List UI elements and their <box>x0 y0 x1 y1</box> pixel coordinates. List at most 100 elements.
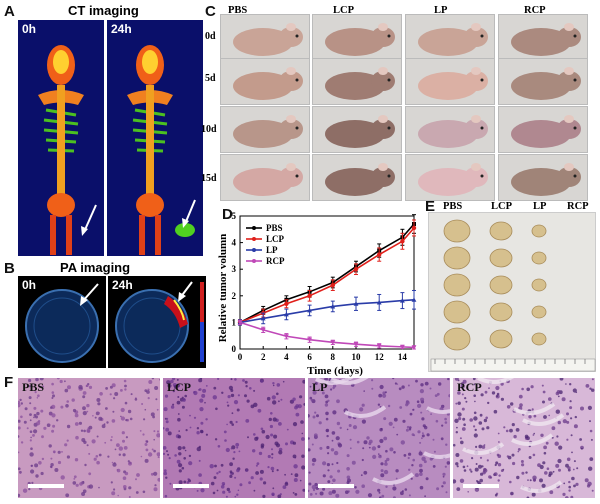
nucleus <box>326 434 329 438</box>
nucleus <box>521 471 525 475</box>
nucleus <box>276 392 279 396</box>
nucleus <box>29 439 32 442</box>
nucleus <box>106 421 109 424</box>
nucleus <box>118 446 124 451</box>
nucleus <box>80 429 84 432</box>
ct-time-24h: 24h <box>111 22 132 36</box>
nucleus <box>273 434 278 439</box>
x-tick-label: 10 <box>352 352 362 362</box>
nucleus <box>124 471 129 476</box>
tissue-gap <box>513 402 556 415</box>
pa-image-24h: 24h <box>108 276 206 368</box>
nucleus <box>562 492 566 496</box>
nucleus <box>156 433 160 438</box>
nucleus <box>165 476 168 479</box>
nucleus <box>497 432 500 435</box>
nucleus <box>557 395 560 398</box>
nucleus <box>60 405 64 409</box>
nucleus <box>459 437 462 440</box>
mouse-photo <box>405 58 495 105</box>
nucleus <box>573 424 578 429</box>
nucleus <box>581 447 583 450</box>
nucleus <box>324 394 329 399</box>
nucleus <box>141 403 144 405</box>
nucleus <box>166 450 168 453</box>
nucleus <box>34 463 39 468</box>
nucleus <box>372 454 377 459</box>
nucleus <box>198 459 201 462</box>
nucleus <box>79 482 83 486</box>
nucleus <box>261 429 266 434</box>
nucleus <box>469 468 472 471</box>
nucleus <box>557 420 561 425</box>
nucleus <box>563 482 566 485</box>
nucleus <box>153 487 158 492</box>
nucleus <box>95 455 99 458</box>
data-point <box>284 301 289 306</box>
nucleus <box>60 475 65 480</box>
nucleus <box>96 435 99 438</box>
he-texture-lcp <box>163 378 305 498</box>
nucleus <box>253 402 258 407</box>
nucleus <box>173 384 178 389</box>
nucleus <box>114 448 117 451</box>
nucleus <box>408 452 412 456</box>
nucleus <box>479 456 483 459</box>
nucleus <box>531 408 534 411</box>
tumor-specimen <box>531 332 547 346</box>
nucleus <box>218 470 221 474</box>
nucleus <box>104 441 107 444</box>
nucleus <box>485 416 488 420</box>
nucleus <box>177 413 180 415</box>
he-label-rcp: RCP <box>457 380 482 394</box>
nucleus <box>134 398 138 401</box>
tumor-specimen <box>443 246 471 270</box>
nucleus <box>231 423 234 426</box>
nucleus <box>556 390 561 394</box>
nucleus <box>466 465 469 468</box>
he-label-lcp: LCP <box>167 380 191 394</box>
nucleus <box>554 441 559 446</box>
nucleus <box>473 425 476 428</box>
nucleus <box>150 472 154 476</box>
nucleus <box>30 436 32 439</box>
nucleus <box>337 443 343 448</box>
scale-bar <box>173 484 209 488</box>
nucleus <box>511 453 515 457</box>
nucleus <box>125 418 128 422</box>
nucleus <box>360 474 363 477</box>
x-tick-label: 6 <box>307 352 312 362</box>
nucleus <box>322 487 326 491</box>
nucleus <box>311 457 317 463</box>
nucleus <box>169 482 172 485</box>
nucleus <box>96 460 100 465</box>
tumor-specimen <box>531 224 547 238</box>
nucleus <box>88 385 93 389</box>
nucleus <box>445 443 448 446</box>
data-point <box>376 299 382 305</box>
nucleus <box>559 378 564 381</box>
nucleus <box>73 478 76 480</box>
nucleus <box>19 398 22 402</box>
nucleus <box>122 453 126 457</box>
nucleus <box>380 473 385 478</box>
nucleus <box>455 431 458 434</box>
nucleus <box>246 399 250 403</box>
nucleus <box>20 402 23 405</box>
pa-scan-0h <box>25 283 99 363</box>
nucleus <box>308 482 312 486</box>
nucleus <box>272 382 275 385</box>
nucleus <box>181 466 185 470</box>
nucleus <box>469 418 473 422</box>
nucleus <box>414 473 419 478</box>
nucleus <box>255 464 258 467</box>
nucleus <box>57 450 61 454</box>
nucleus <box>157 477 160 482</box>
nucleus <box>383 469 389 475</box>
nucleus <box>176 378 179 381</box>
nucleus <box>515 428 520 432</box>
nucleus <box>379 406 382 408</box>
nucleus <box>144 458 149 463</box>
nucleus <box>178 463 183 468</box>
y-tick-label: 2 <box>232 291 237 301</box>
